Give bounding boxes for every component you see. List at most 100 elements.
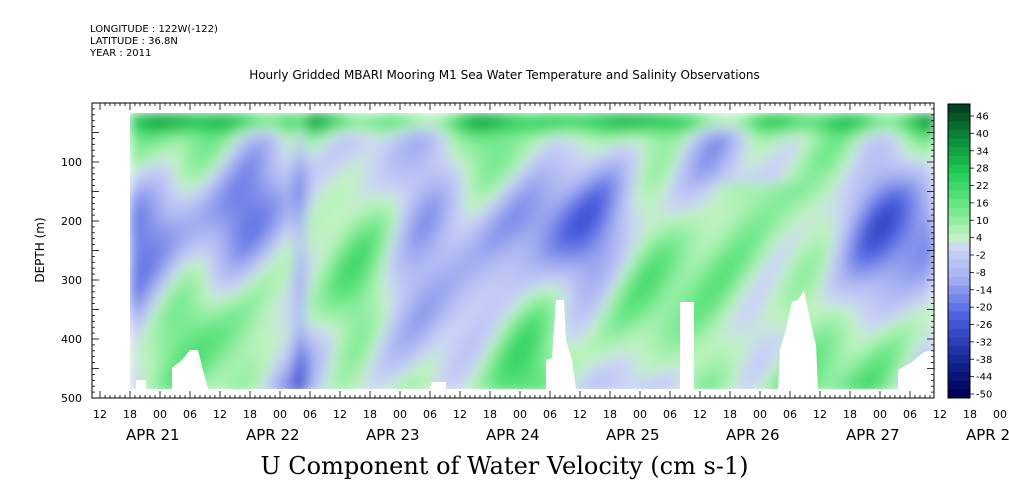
colorbar-swatch bbox=[948, 129, 970, 140]
x-hour-tick-label: 18 bbox=[603, 408, 617, 421]
colorbar-swatch bbox=[948, 112, 970, 122]
axes: 12 18 00 06 12 18 00 06 12 18 00 06 12 18 00 06 12 18 00 06… bbox=[61, 102, 1009, 444]
colorbar-swatch bbox=[948, 216, 970, 226]
x-hour-tick-label: 00 bbox=[273, 408, 287, 421]
x-hour-tick-label: 12 bbox=[813, 408, 827, 421]
x-hour-tick-label: 06 bbox=[903, 408, 917, 421]
x-date-label: APR 23 bbox=[366, 426, 420, 444]
x-hour-tick-label: 06 bbox=[783, 408, 797, 421]
x-date-label: APR 26 bbox=[726, 426, 780, 444]
colorbar-swatch bbox=[948, 276, 970, 287]
x-date-label: APR 25 bbox=[606, 426, 660, 444]
x-hour-tick-label: 06 bbox=[183, 408, 197, 421]
colorbar-swatch bbox=[948, 328, 970, 338]
x-date-label: APR 22 bbox=[246, 426, 300, 444]
x-hour-tick-label: 12 bbox=[693, 408, 707, 421]
colorbar-swatch bbox=[948, 285, 970, 295]
colorbar-swatch bbox=[948, 225, 970, 235]
y-axis-label: DEPTH (m) bbox=[33, 217, 47, 282]
longitude-label: LONGITUDE : 122W(-122) bbox=[90, 24, 218, 35]
colorbar-label: 46 bbox=[976, 112, 989, 123]
x-hour-tick-label: 12 bbox=[573, 408, 587, 421]
colorbar-swatch bbox=[948, 346, 970, 356]
y-tick-label: 100 bbox=[61, 156, 82, 169]
colorbar-swatch bbox=[948, 181, 970, 191]
y-tick-label: 400 bbox=[61, 333, 82, 346]
colorbar-swatch bbox=[948, 207, 970, 217]
colorbar-swatch bbox=[948, 372, 970, 382]
colorbar-swatch bbox=[948, 242, 970, 252]
x-axis-label: U Component of Water Velocity (cm s-1) bbox=[260, 452, 749, 480]
colorbar-label: -26 bbox=[976, 320, 992, 331]
x-hour-tick-label: 12 bbox=[933, 408, 947, 421]
colorbar-swatch bbox=[948, 311, 970, 321]
colorbar-swatch bbox=[948, 233, 970, 243]
colorbar-label: -2 bbox=[976, 251, 986, 262]
y-tick-label: 300 bbox=[61, 274, 82, 287]
colorbar-swatch bbox=[948, 259, 970, 269]
metadata-block: LONGITUDE : 122W(-122) LATITUDE : 36.8N … bbox=[90, 24, 218, 60]
colorbar-swatch bbox=[948, 155, 970, 166]
colorbar-swatch bbox=[948, 302, 970, 313]
colorbar-swatch bbox=[948, 251, 970, 261]
x-hour-tick-label: 06 bbox=[543, 408, 557, 421]
x-hour-tick-label: 18 bbox=[483, 408, 497, 421]
latitude-label: LATITUDE : 36.8N bbox=[90, 36, 178, 47]
x-hour-tick-label: 00 bbox=[633, 408, 647, 421]
colorbar-label: -38 bbox=[976, 355, 992, 366]
x-hour-tick-label: 06 bbox=[303, 408, 317, 421]
x-hour-tick-label: 06 bbox=[663, 408, 677, 421]
colorbar-swatch bbox=[948, 104, 970, 114]
colorbar-swatch bbox=[948, 190, 970, 200]
colorbar-label: -8 bbox=[976, 268, 986, 279]
x-hour-tick-label: 18 bbox=[123, 408, 137, 421]
x-hour-tick-label: 06 bbox=[423, 408, 437, 421]
x-hour-tick-label: 12 bbox=[213, 408, 227, 421]
colorbar-swatch bbox=[948, 363, 970, 373]
colorbar-label: 22 bbox=[976, 181, 989, 192]
x-hour-tick-label: 00 bbox=[993, 408, 1007, 421]
x-hour-tick-label: 18 bbox=[243, 408, 257, 421]
colorbar-swatch bbox=[948, 320, 970, 330]
x-hour-tick-label: 18 bbox=[723, 408, 737, 421]
colorbar-label: 28 bbox=[976, 164, 989, 175]
colorbar-label: -50 bbox=[976, 390, 992, 401]
colorbar-swatch bbox=[948, 173, 970, 183]
colorbar-label: 4 bbox=[976, 233, 982, 244]
colorbar-label: 40 bbox=[976, 129, 989, 140]
colorbar-label: 16 bbox=[976, 198, 989, 209]
colorbar-swatch bbox=[948, 337, 970, 347]
colorbar-swatch bbox=[948, 147, 970, 157]
heatmap-field bbox=[92, 103, 934, 398]
x-hour-tick-label: 12 bbox=[93, 408, 107, 421]
colorbar-label: 34 bbox=[976, 146, 989, 157]
colorbar-swatch bbox=[948, 354, 970, 364]
x-hour-tick-label: 18 bbox=[843, 408, 857, 421]
x-date-label: APR 27 bbox=[846, 426, 900, 444]
colorbar-label: -32 bbox=[976, 337, 992, 348]
colorbar-swatch bbox=[948, 199, 970, 209]
x-hour-tick-label: 00 bbox=[393, 408, 407, 421]
x-date-label: APR 24 bbox=[486, 426, 540, 444]
x-hour-tick-label: 00 bbox=[873, 408, 887, 421]
x-hour-tick-label: 18 bbox=[363, 408, 377, 421]
colorbar-swatch bbox=[948, 294, 970, 304]
colorbar-label: 10 bbox=[976, 216, 989, 227]
x-hour-tick-label: 12 bbox=[453, 408, 467, 421]
colorbar-label: -14 bbox=[976, 285, 992, 296]
x-date-label: APR 28 bbox=[966, 426, 1009, 444]
colorbar-label: -44 bbox=[976, 372, 992, 383]
year-label: YEAR : 2011 bbox=[90, 48, 152, 59]
y-tick-label: 200 bbox=[61, 215, 82, 228]
colorbar: 46 40 34 28 22 16 10 4 -2 -8 -14 -20 -26 -32 -38 -44 -50 bbox=[947, 103, 992, 401]
y-tick-label: 500 bbox=[61, 392, 82, 405]
colorbar-label: -20 bbox=[976, 303, 992, 314]
colorbar-swatch bbox=[948, 121, 970, 131]
x-hour-tick-label: 00 bbox=[753, 408, 767, 421]
x-hour-tick-label: 18 bbox=[963, 408, 977, 421]
x-date-label: APR 21 bbox=[126, 426, 180, 444]
chart-title: Hourly Gridded MBARI Mooring M1 Sea Wate… bbox=[249, 68, 760, 82]
colorbar-swatch bbox=[948, 268, 970, 278]
colorbar-swatch bbox=[948, 380, 970, 390]
